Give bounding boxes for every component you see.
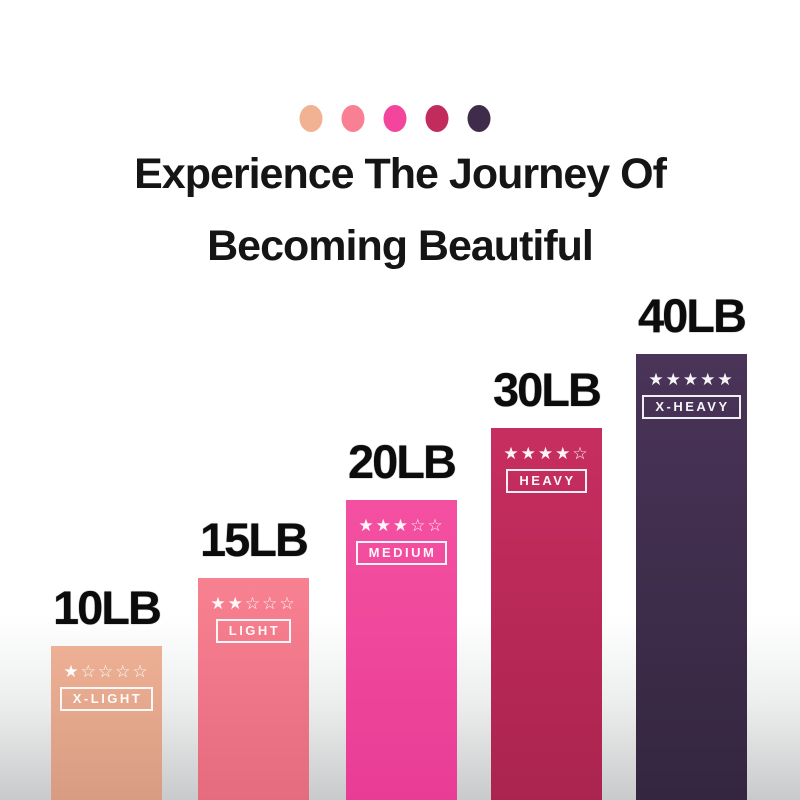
bar-rect-30lb: ★★★★☆ HEAVY (491, 428, 602, 800)
bar-rect-15lb: ★★☆☆☆ LIGHT (198, 578, 309, 800)
page-title-line-1: Experience The Journey Of (134, 150, 667, 198)
bar-group-30lb: 30LB ★★★★☆ HEAVY (491, 363, 602, 800)
bar-group-15lb: 15LB ★★☆☆☆ LIGHT (198, 513, 309, 800)
palette-dot-hot-pink (383, 105, 407, 132)
palette-dot-pink (341, 105, 365, 132)
star-rating: ★★☆☆☆ (210, 594, 297, 614)
bar-value-label: 10LB (53, 581, 162, 634)
palette-dots-row (299, 105, 491, 132)
bar-group-20lb: 20LB ★★★☆☆ MEDIUM (346, 435, 457, 800)
palette-dot-purple (467, 105, 491, 132)
bar-rect-20lb: ★★★☆☆ MEDIUM (346, 500, 457, 800)
palette-dot-peach (299, 105, 323, 132)
bar-value-label: 20LB (348, 435, 457, 488)
bar-group-10lb: 10LB ★☆☆☆☆ X-LIGHT (51, 581, 162, 800)
resistance-tag: X-LIGHT (59, 687, 154, 712)
resistance-tag: HEAVY (506, 469, 587, 494)
resistance-tag: X-HEAVY (642, 395, 741, 420)
resistance-tag: MEDIUM (355, 541, 448, 566)
star-rating: ★★★★☆ (503, 444, 590, 464)
bar-rect-10lb: ★☆☆☆☆ X-LIGHT (51, 646, 162, 800)
star-rating: ★☆☆☆☆ (63, 662, 150, 682)
page-title-line-2: Becoming Beautiful (207, 222, 594, 270)
bar-value-label: 15LB (200, 513, 309, 566)
palette-dot-crimson (425, 105, 449, 132)
bar-value-label: 40LB (638, 289, 747, 342)
bar-rect-40lb: ★★★★★ X-HEAVY (636, 354, 747, 800)
resistance-tag: LIGHT (215, 619, 292, 644)
star-rating: ★★★☆☆ (358, 516, 445, 536)
bar-group-40lb: 40LB ★★★★★ X-HEAVY (636, 289, 747, 800)
star-rating: ★★★★★ (648, 370, 735, 390)
bar-value-label: 30LB (493, 363, 602, 416)
